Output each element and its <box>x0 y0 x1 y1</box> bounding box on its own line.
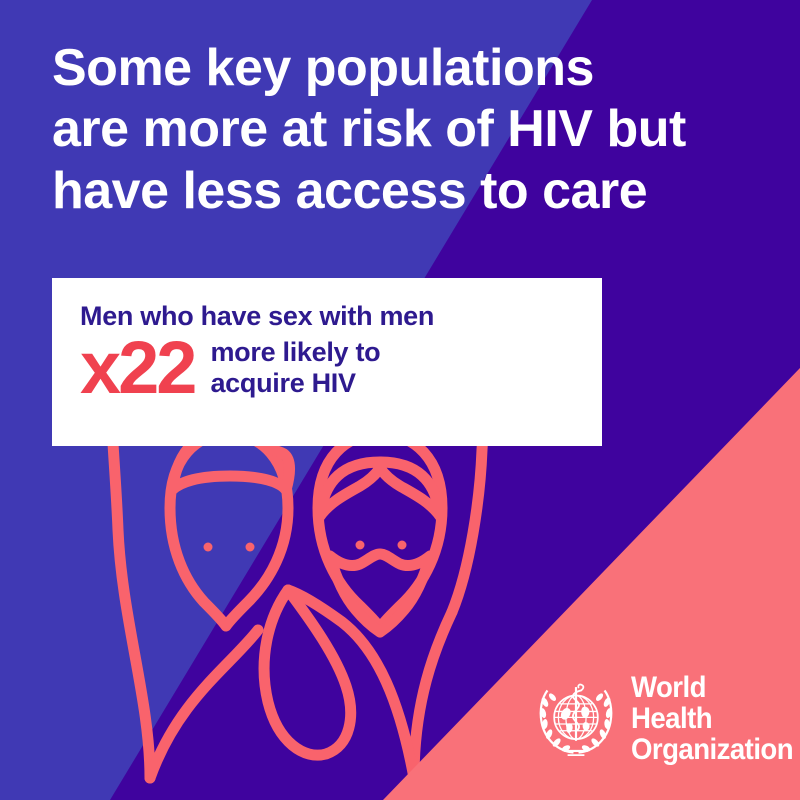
figures-arm-loop <box>258 584 357 761</box>
statistic-heading: Men who have sex with men <box>80 301 435 331</box>
left-figure-eye-right <box>245 542 255 552</box>
left-figure-head <box>164 428 294 632</box>
statistic-description: more likely to acquire HIV <box>210 337 381 398</box>
statistic-card: Men who have sex with men x22 more likel… <box>52 278 602 446</box>
who-logo: World Health Organization <box>534 672 800 766</box>
who-wordmark: World Health Organization <box>631 671 794 767</box>
statistic-multiplier: x22 <box>80 325 197 409</box>
right-figure-eye-left <box>355 540 365 550</box>
statistic-row: x22 more likely to acquire HIV <box>80 325 580 409</box>
right-figure-beard <box>324 548 436 638</box>
page-title: Some key populations are more at risk of… <box>52 39 686 220</box>
left-figure-eye-left <box>203 542 213 552</box>
right-figure-arm <box>446 412 490 618</box>
who-emblem-icon <box>539 683 613 756</box>
right-figure-eye-right <box>397 540 407 550</box>
right-figure-inner-arm <box>282 584 420 784</box>
right-figure-hair <box>314 456 446 522</box>
right-figure-shoulder <box>408 606 458 784</box>
left-figure-arm <box>106 412 156 784</box>
left-figure-shoulder <box>144 624 264 784</box>
